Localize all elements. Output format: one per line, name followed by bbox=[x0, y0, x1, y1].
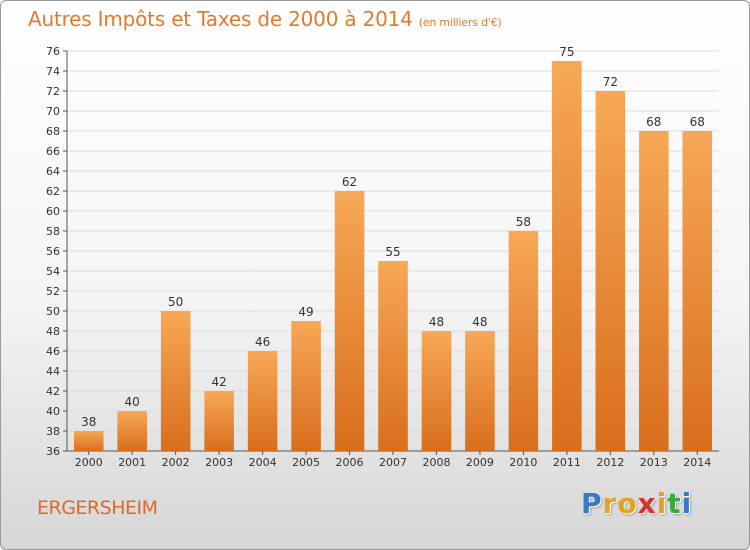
bar-2014 bbox=[682, 131, 713, 451]
y-tick-label: 50 bbox=[46, 305, 60, 318]
data-label-2006: 62 bbox=[342, 175, 357, 189]
logo-letter: i bbox=[656, 487, 668, 520]
data-label-2003: 42 bbox=[211, 375, 226, 389]
data-label-2010: 58 bbox=[516, 215, 531, 229]
bar-2006 bbox=[334, 191, 365, 451]
y-tick-label: 52 bbox=[46, 285, 60, 298]
data-label-2004: 46 bbox=[255, 335, 270, 349]
y-tick-label: 36 bbox=[46, 445, 60, 458]
chart-subtitle: (en milliers d'€) bbox=[418, 16, 502, 29]
y-tick-label: 66 bbox=[46, 145, 60, 158]
y-tick-label: 74 bbox=[46, 65, 60, 78]
data-label-2008: 48 bbox=[429, 315, 444, 329]
x-tick-label: 2001 bbox=[118, 456, 146, 469]
bar-2007 bbox=[378, 261, 408, 451]
y-tick-label: 44 bbox=[46, 365, 60, 378]
y-tick-label: 46 bbox=[46, 345, 60, 358]
y-tick-label: 58 bbox=[46, 225, 60, 238]
logo-letter: x bbox=[637, 487, 657, 520]
y-tick-label: 62 bbox=[46, 185, 60, 198]
bar-2009 bbox=[465, 331, 495, 451]
logo-letter: i bbox=[681, 487, 693, 520]
x-tick-label: 2008 bbox=[422, 456, 450, 469]
y-tick-label: 68 bbox=[46, 125, 60, 138]
x-tick-label: 2009 bbox=[466, 456, 494, 469]
data-labels: 38 40 50 42 46 49 62 55 48 48 58 75 72 68 68 bbox=[81, 45, 705, 429]
y-tick-label: 72 bbox=[46, 85, 60, 98]
bar-2012 bbox=[595, 91, 626, 451]
logo-letter: P bbox=[581, 487, 603, 520]
data-label-2002: 50 bbox=[168, 295, 183, 309]
x-tick-label: 2007 bbox=[379, 456, 407, 469]
x-tick-label: 2006 bbox=[336, 456, 364, 469]
data-label-2001: 40 bbox=[125, 395, 140, 409]
y-tick-label: 54 bbox=[46, 265, 60, 278]
x-tick-label: 2013 bbox=[640, 456, 668, 469]
data-label-2005: 49 bbox=[298, 305, 313, 319]
y-tick-label: 60 bbox=[46, 205, 60, 218]
y-tick-label: 70 bbox=[46, 105, 60, 118]
data-label-2009: 48 bbox=[472, 315, 487, 329]
y-tick-label: 40 bbox=[46, 405, 60, 418]
bar-2001 bbox=[117, 411, 147, 451]
x-tick-label: 2011 bbox=[553, 456, 581, 469]
x-tick-label: 2005 bbox=[292, 456, 320, 469]
x-tick-label: 2012 bbox=[596, 456, 624, 469]
x-tick-label: 2004 bbox=[249, 456, 277, 469]
data-label-2000: 38 bbox=[81, 415, 96, 429]
data-label-2012: 72 bbox=[603, 75, 618, 89]
commune-name: ERGERSHEIM bbox=[37, 497, 158, 519]
proxiti-logo[interactable]: Proxiti bbox=[581, 487, 692, 520]
x-tick-label: 2003 bbox=[205, 456, 233, 469]
x-tick-label: 2010 bbox=[509, 456, 537, 469]
bars bbox=[73, 61, 713, 451]
bar-2011 bbox=[552, 61, 582, 451]
title-text: Autres Impôts et Taxes de 2000 à 2014 bbox=[28, 7, 413, 31]
data-label-2013: 68 bbox=[646, 115, 661, 129]
logo-letter: t bbox=[667, 487, 682, 520]
data-label-2007: 55 bbox=[385, 245, 400, 259]
y-tick-label: 76 bbox=[46, 45, 60, 58]
bar-2000 bbox=[73, 431, 104, 451]
y-tick-label: 64 bbox=[46, 165, 60, 178]
bar-2004 bbox=[247, 351, 278, 451]
bar-2008 bbox=[421, 331, 452, 451]
logo-letter: r bbox=[602, 487, 618, 520]
bar-2005 bbox=[291, 321, 321, 451]
y-tick-label: 38 bbox=[46, 425, 60, 438]
x-tick-label: 2014 bbox=[683, 456, 711, 469]
bar-2003 bbox=[204, 391, 234, 451]
data-label-2011: 75 bbox=[559, 45, 574, 59]
y-tick-label: 42 bbox=[46, 385, 60, 398]
bar-2010 bbox=[508, 231, 539, 451]
chart-title: Autres Impôts et Taxes de 2000 à 2014 (en… bbox=[28, 7, 502, 31]
y-tick-label: 56 bbox=[46, 245, 60, 258]
x-tick-label: 2000 bbox=[75, 456, 103, 469]
bar-2002 bbox=[160, 311, 191, 451]
x-tick-label: 2002 bbox=[162, 456, 190, 469]
bar-2013 bbox=[639, 131, 669, 451]
y-tick-label: 48 bbox=[46, 325, 60, 338]
data-label-2014: 68 bbox=[690, 115, 705, 129]
logo-letter: o bbox=[617, 487, 638, 520]
